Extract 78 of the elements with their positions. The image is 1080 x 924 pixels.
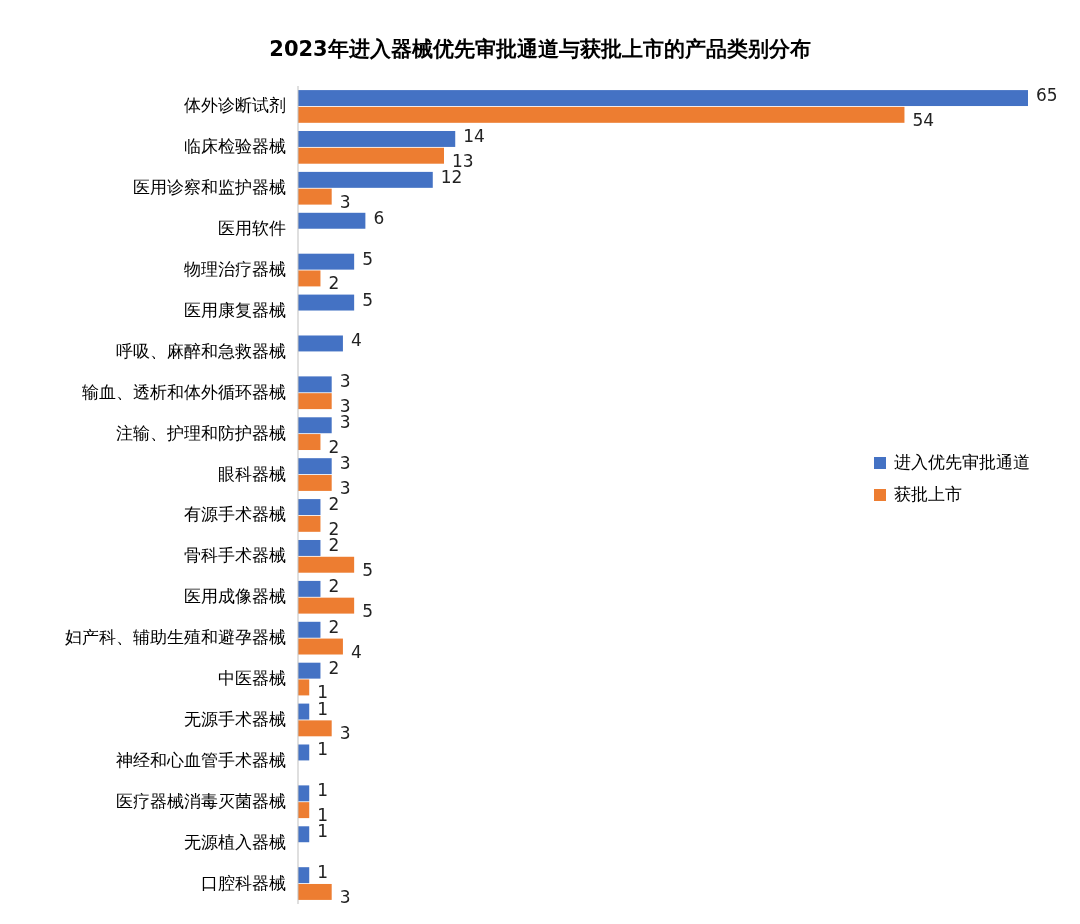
data-label: 3 [339, 453, 351, 474]
legend-label: 获批上市 [894, 484, 962, 504]
bar [298, 294, 355, 311]
bar [298, 580, 321, 597]
y-tick-label: 骨科手术器械 [184, 545, 286, 566]
data-label: 2 [328, 575, 340, 596]
y-tick-label: 输血、透析和体外循环器械 [82, 381, 286, 402]
data-label: 4 [350, 330, 362, 351]
bar [298, 90, 1028, 107]
y-tick-label: 医用软件 [218, 218, 286, 239]
y-tick-label: 临床检验器械 [184, 136, 286, 157]
y-tick-label: 医疗器械消毒灭菌器械 [116, 790, 286, 811]
y-tick-label: 妇产科、辅助生殖和避孕器械 [65, 627, 286, 648]
data-label: 1 [317, 739, 329, 760]
bar [298, 638, 343, 655]
bar [298, 662, 321, 679]
y-tick-label: 医用诊察和监护器械 [133, 177, 286, 198]
y-tick-label: 无源植入器械 [184, 831, 286, 852]
bar [298, 883, 332, 900]
bar [298, 621, 321, 638]
data-label: 2 [328, 437, 340, 458]
bar [298, 720, 332, 737]
bar [298, 130, 456, 147]
bar [298, 393, 332, 410]
data-label: 3 [339, 412, 351, 433]
bar [298, 597, 355, 614]
data-label: 4 [350, 641, 362, 662]
data-label: 6 [373, 207, 385, 228]
y-tick-label: 呼吸、麻醉和急救器械 [116, 340, 286, 361]
legend-label: 进入优先审批通道 [894, 452, 1030, 472]
data-label: 3 [339, 371, 351, 392]
bar [298, 417, 332, 434]
data-label: 3 [339, 477, 351, 498]
data-label: 5 [362, 600, 373, 621]
y-tick-label: 体外诊断试剂 [184, 95, 286, 116]
data-label: 54 [912, 109, 935, 130]
y-tick-label: 医用成像器械 [184, 586, 286, 607]
y-tick-label: 医用康复器械 [184, 299, 286, 320]
bar [298, 474, 332, 491]
bar [298, 188, 332, 205]
data-label: 1 [317, 821, 329, 842]
bar [298, 253, 355, 270]
y-tick-label: 中医器械 [218, 668, 286, 689]
bar [298, 539, 321, 556]
bar [298, 270, 321, 287]
y-tick-label: 口腔科器械 [201, 872, 286, 893]
data-label: 1 [317, 780, 329, 801]
bar [298, 434, 321, 451]
y-tick-label: 物理治疗器械 [184, 259, 286, 280]
bar [298, 515, 321, 532]
bar [298, 171, 433, 188]
data-label: 2 [328, 616, 340, 637]
y-tick-label: 无源手术器械 [184, 708, 286, 729]
data-label: 1 [317, 862, 329, 883]
bar [298, 335, 343, 352]
data-label: 2 [328, 273, 340, 294]
data-label: 5 [362, 559, 373, 580]
data-label: 2 [328, 494, 340, 515]
bar [298, 556, 355, 573]
data-label: 14 [463, 125, 485, 146]
data-label: 65 [1036, 85, 1058, 106]
y-tick-label: 眼科器械 [218, 463, 286, 484]
bar [298, 147, 444, 164]
data-label: 2 [328, 657, 340, 678]
bar [298, 106, 905, 123]
data-label: 3 [339, 723, 351, 744]
y-tick-label: 注输、护理和防护器械 [116, 422, 286, 443]
data-label: 3 [339, 886, 351, 907]
bar [298, 458, 332, 475]
bar [298, 376, 332, 393]
y-tick-label: 有源手术器械 [184, 504, 286, 525]
bar [298, 212, 366, 229]
data-label: 5 [362, 289, 373, 310]
bar [298, 499, 321, 516]
data-label: 5 [362, 248, 373, 269]
data-label: 3 [339, 191, 351, 212]
chart-title: 2023年进入器械优先审批通道与获批上市的产品类别分布 [269, 37, 811, 61]
y-tick-label: 神经和心血管手术器械 [116, 749, 286, 770]
